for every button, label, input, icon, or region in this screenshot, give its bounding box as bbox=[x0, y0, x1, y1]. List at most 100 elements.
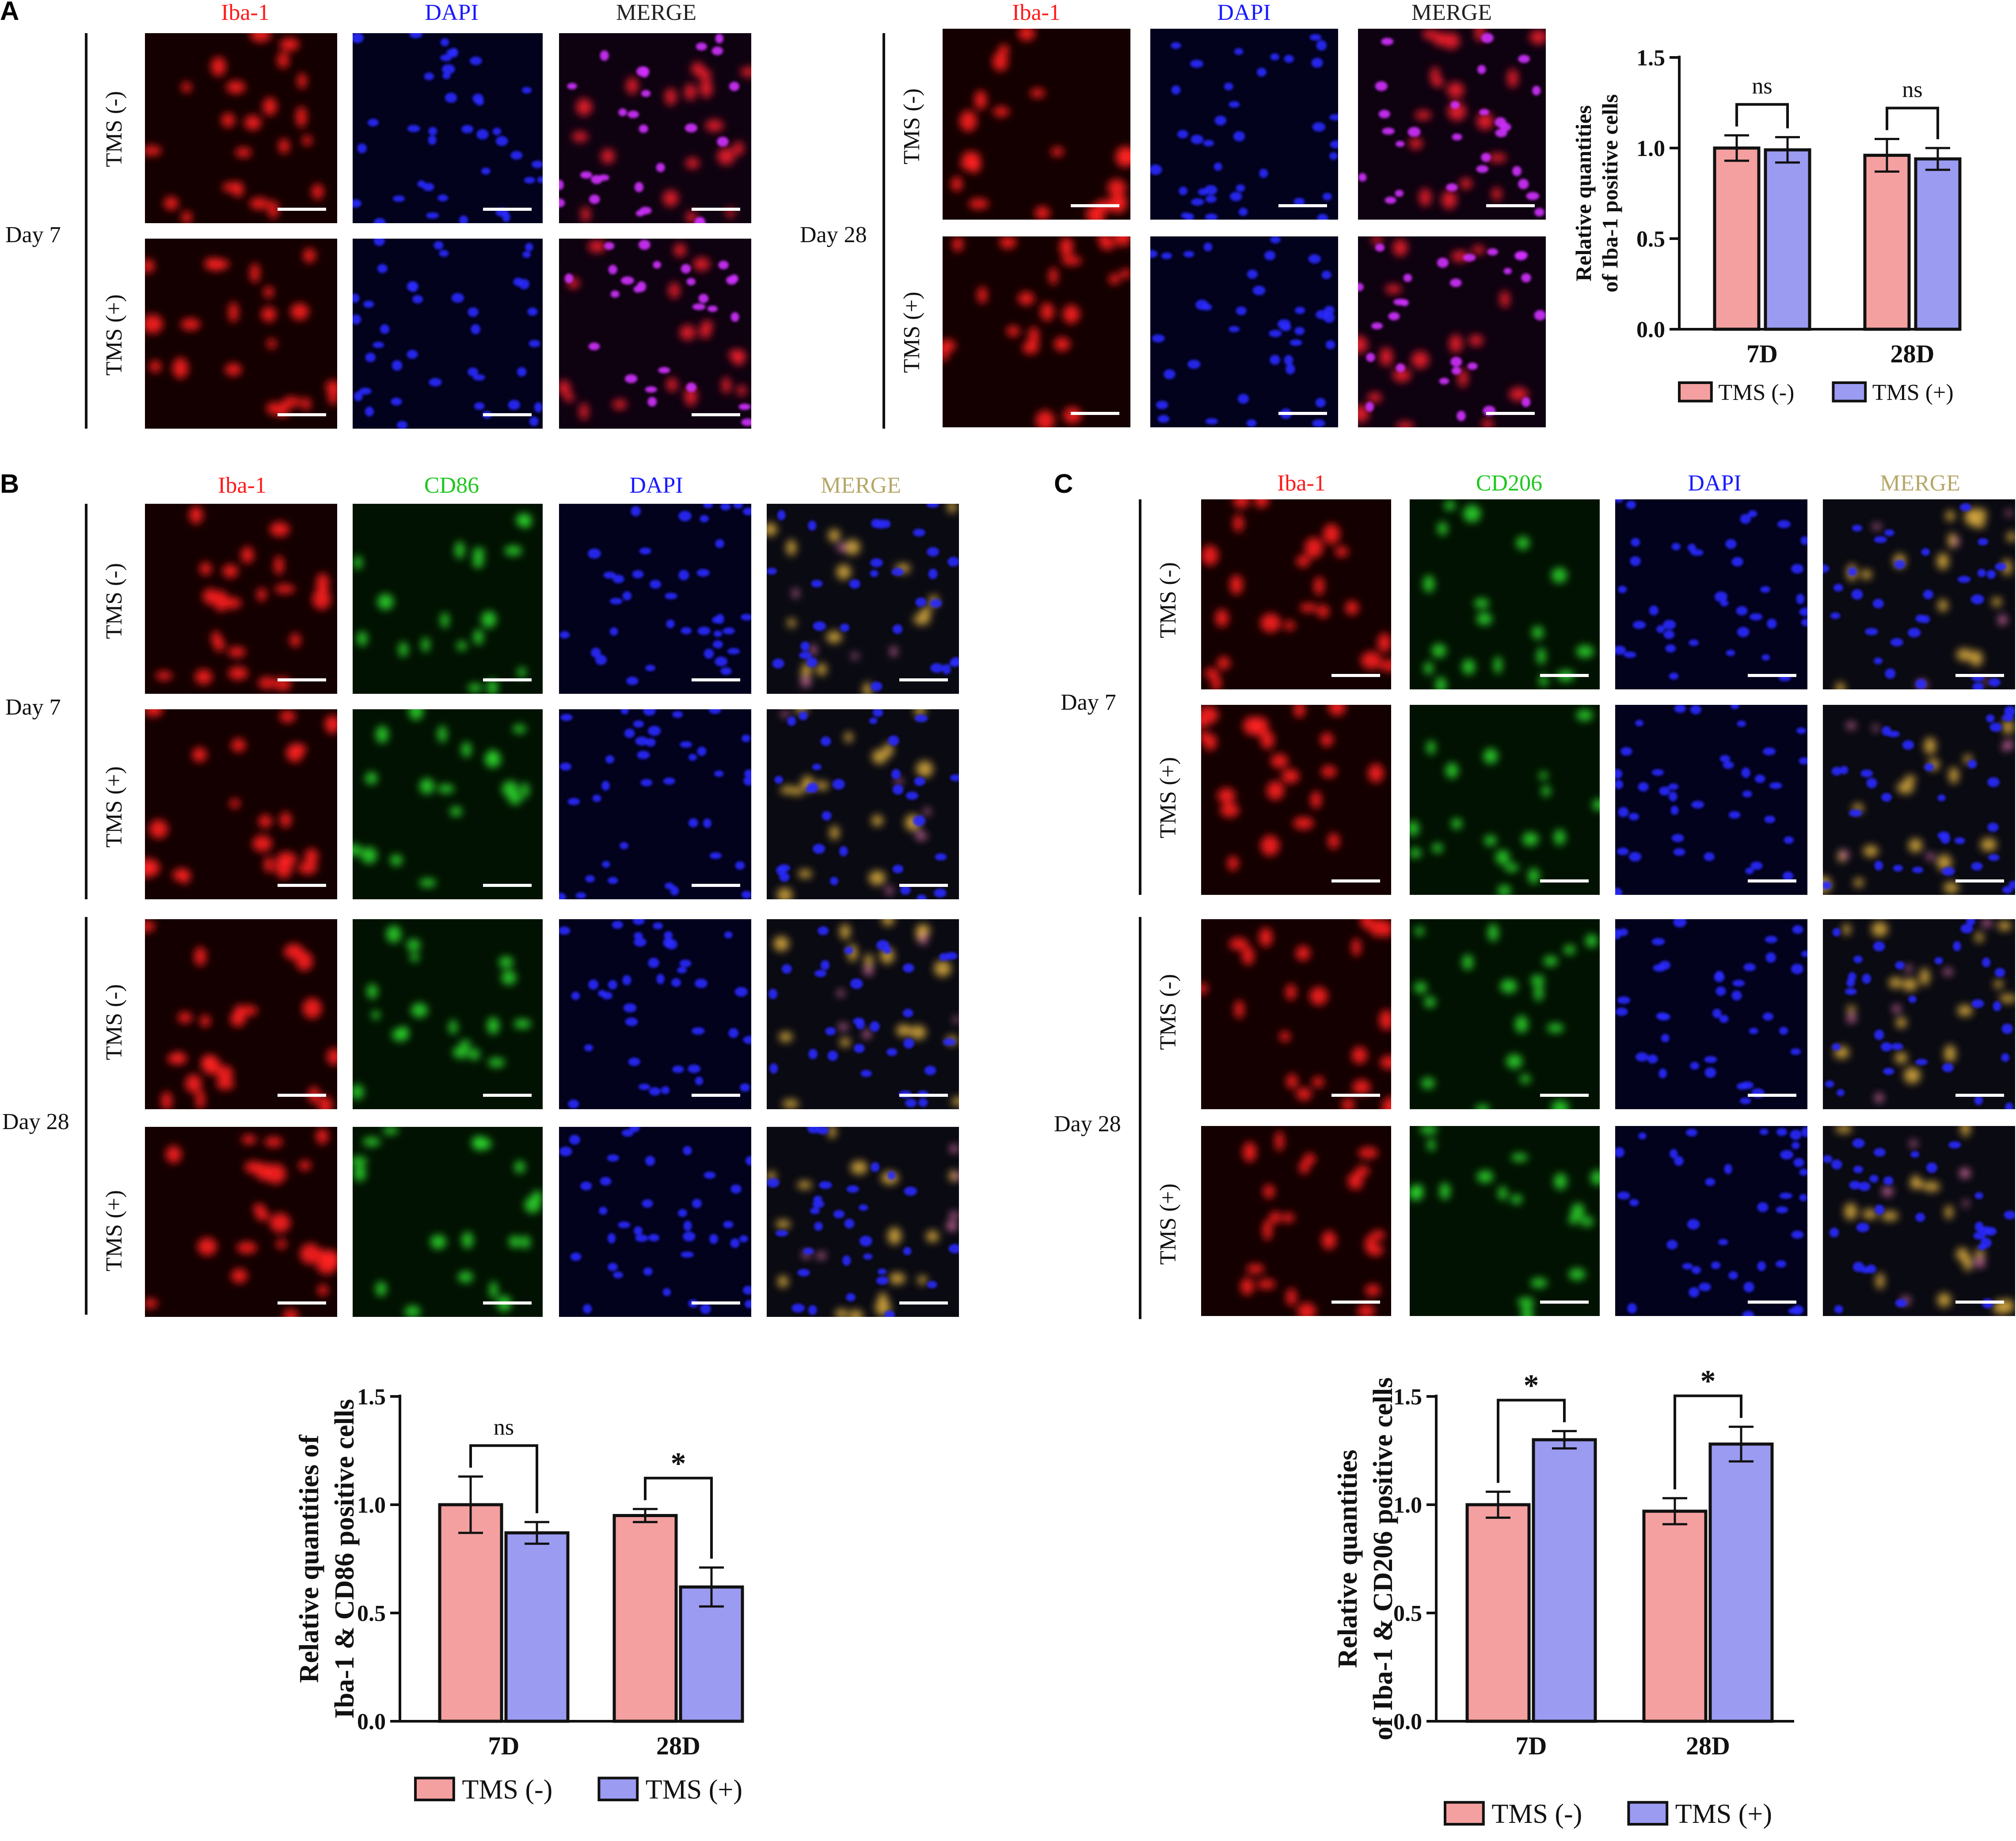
panel-c-day7-tmspos-cd206-image bbox=[1410, 705, 1600, 895]
panel-a-right-row1-condition: TMS (-) bbox=[899, 88, 924, 164]
panel-c-stain-cd206: CD206 bbox=[1476, 471, 1542, 496]
panel-a-day28-tmspos-dapi-image bbox=[1150, 236, 1338, 427]
significance-label: ns bbox=[494, 1415, 514, 1440]
panel-c-stain-merge: MERGE bbox=[1880, 471, 1960, 496]
legend-label: TMS (+) bbox=[646, 1775, 742, 1805]
y-tick-label: 1.5 bbox=[357, 1385, 386, 1410]
y-tick-label: 0.5 bbox=[1636, 227, 1665, 252]
legend-label: TMS (-) bbox=[1718, 380, 1794, 405]
significance-bracket bbox=[1674, 1394, 1742, 1490]
significance-label: ns bbox=[1752, 73, 1772, 99]
significance-bracket bbox=[469, 1444, 538, 1514]
panel-c-row3-condition: TMS (-) bbox=[1156, 974, 1181, 1050]
panel-b-day7-tmspos-iba1-image bbox=[145, 709, 337, 899]
panel-c-stain-dapi: DAPI bbox=[1688, 471, 1741, 496]
bar-28D-tms-neg bbox=[1642, 1510, 1708, 1723]
panel-a-left-stain-merge: MERGE bbox=[616, 0, 696, 25]
panel-b-stain-merge: MERGE bbox=[821, 473, 901, 498]
panel-a-day28-label: Day 28 bbox=[800, 222, 867, 247]
panel-c-tile-grid bbox=[1201, 499, 2015, 1316]
panel-a-day28-tmsneg-merge-image bbox=[1358, 29, 1546, 220]
panel-a-day7-tmspos-merge-image bbox=[559, 239, 751, 429]
panel-a-day7-tmsneg-iba1-image bbox=[145, 33, 337, 223]
bar-7D-tms-neg bbox=[1713, 146, 1761, 331]
panel-c-row4-condition: TMS (+) bbox=[1156, 1183, 1181, 1265]
y-tick-label: 1.5 bbox=[1636, 46, 1665, 71]
panel-b-day28-tmsneg-dapi-image bbox=[559, 919, 751, 1109]
panel-a-day7-tmsneg-dapi-image bbox=[353, 33, 543, 223]
y-tick-label: 0.0 bbox=[1393, 1709, 1422, 1734]
y-tick-label: 0.5 bbox=[357, 1601, 386, 1626]
y-axis-label: Relative quantities bbox=[1333, 1449, 1363, 1668]
panel-b-day28-tmspos-dapi-image bbox=[559, 1127, 751, 1317]
panel-c-day7-tmspos-dapi-image bbox=[1615, 705, 1807, 895]
panel-a-day28-tmsneg-iba1-image bbox=[943, 29, 1130, 220]
y-axis-label: Relative quantities of bbox=[294, 1434, 324, 1683]
panel-a-day7-tmsneg-merge-image bbox=[559, 33, 751, 223]
legend-swatch bbox=[1832, 381, 1867, 403]
panel-c-day7-tmsneg-cd206-image bbox=[1410, 499, 1600, 689]
panel-b-day7-tmspos-cd86-image bbox=[353, 709, 543, 899]
legend-label: TMS (+) bbox=[1872, 380, 1954, 405]
x-tick-label: 28D bbox=[656, 1731, 700, 1760]
panel-b-stain-iba1: Iba-1 bbox=[218, 473, 266, 498]
panel-b-day28-tmsneg-cd86-image bbox=[353, 919, 543, 1109]
bar-28D-tms-neg bbox=[612, 1514, 678, 1723]
panel-a-right-stain-merge: MERGE bbox=[1411, 0, 1492, 25]
x-tick-label: 7D bbox=[488, 1731, 520, 1760]
bar-28D-tms-pos bbox=[679, 1585, 744, 1723]
y-tick-label: 0.0 bbox=[1636, 317, 1665, 342]
panel-b-day7-tmsneg-dapi-image bbox=[559, 504, 751, 694]
panel-c-day7-tmspos-merge-image bbox=[1823, 705, 2015, 895]
x-tick-label: 28D bbox=[1890, 339, 1935, 368]
x-tick-label: 28D bbox=[1686, 1731, 1730, 1760]
legend-label: TMS (-) bbox=[1491, 1799, 1582, 1829]
bar-7D-tms-pos bbox=[1764, 148, 1811, 331]
panel-letter-c: C bbox=[1054, 469, 1073, 498]
panel-b-day7-tmspos-dapi-image bbox=[559, 709, 751, 899]
panel-b-day28-tmsneg-merge-image bbox=[767, 919, 959, 1109]
y-axis-label: Relative quantities bbox=[1571, 105, 1596, 281]
panel-b-day28-tmsneg-iba1-image bbox=[145, 919, 337, 1109]
panel-letter-a: A bbox=[0, 0, 19, 26]
panel-a-day28-tmspos-iba1-image bbox=[943, 236, 1130, 427]
panel-c-day7-tmsneg-dapi-image bbox=[1615, 499, 1807, 689]
x-tick-label: 7D bbox=[1516, 1731, 1547, 1760]
significance-label: * bbox=[1700, 1365, 1716, 1399]
panel-a-right-tile-grid bbox=[943, 29, 1546, 427]
panel-c-day7-tmsneg-iba1-image bbox=[1201, 499, 1391, 689]
panel-a-left-stain-iba1: Iba-1 bbox=[221, 0, 270, 25]
panel-b-day7-tmsneg-iba1-image bbox=[145, 504, 337, 694]
panel-c-day7-tmsneg-merge-image bbox=[1823, 499, 2015, 689]
bar-7D-tms-neg bbox=[1465, 1503, 1531, 1723]
bar-28D-tms-pos bbox=[1914, 157, 1962, 331]
y-tick-label: 1.0 bbox=[357, 1493, 386, 1518]
panel-a-right-stain-dapi: DAPI bbox=[1217, 0, 1270, 25]
y-tick-label: 1.0 bbox=[1636, 136, 1665, 161]
panel-a-day7-tmspos-dapi-image bbox=[353, 239, 543, 429]
panel-c-day28-tmsneg-cd206-image bbox=[1410, 919, 1600, 1109]
panel-b-day7-label: Day 7 bbox=[5, 695, 61, 720]
significance-bracket bbox=[1735, 103, 1789, 129]
panel-c-day28-tmsneg-iba1-image bbox=[1201, 919, 1391, 1109]
y-tick-label: 0.5 bbox=[1393, 1601, 1422, 1626]
panel-b-day7-tmsneg-cd86-image bbox=[353, 504, 543, 694]
panel-b-tile-grid bbox=[145, 504, 959, 1317]
significance-bracket bbox=[644, 1476, 713, 1559]
bar-7D-tms-pos bbox=[1532, 1438, 1597, 1723]
panel-c-day28-tmspos-iba1-image bbox=[1201, 1126, 1391, 1316]
panel-c-day28-tmsneg-dapi-image bbox=[1615, 919, 1807, 1109]
panel-c-day7-tmspos-iba1-image bbox=[1201, 705, 1391, 895]
panel-a-right-row2-condition: TMS (+) bbox=[899, 292, 924, 373]
panel-b-row4-condition: TMS (+) bbox=[102, 1190, 127, 1271]
panel-a-bar-chart: 0.0 0.5 1.0 1.5 Relative quantities of Iba-1 … bbox=[1571, 46, 1962, 405]
x-tick-label: 7D bbox=[1746, 339, 1778, 368]
y-axis-label: Iba-1 & CD86 positive cells bbox=[330, 1399, 360, 1719]
panel-b-bar-chart: 0.0 0.5 1.0 1.5 Relative quantities of Iba-1 … bbox=[294, 1385, 744, 1805]
y-tick-label: 1.0 bbox=[1393, 1493, 1422, 1518]
panel-b-stain-dapi: DAPI bbox=[629, 473, 683, 498]
panel-c-day28-tmspos-merge-image bbox=[1823, 1126, 2015, 1316]
y-axis-label: of Iba-1 & CD206 positive cells bbox=[1368, 1377, 1398, 1740]
panel-c-day28-label: Day 28 bbox=[1054, 1111, 1121, 1137]
